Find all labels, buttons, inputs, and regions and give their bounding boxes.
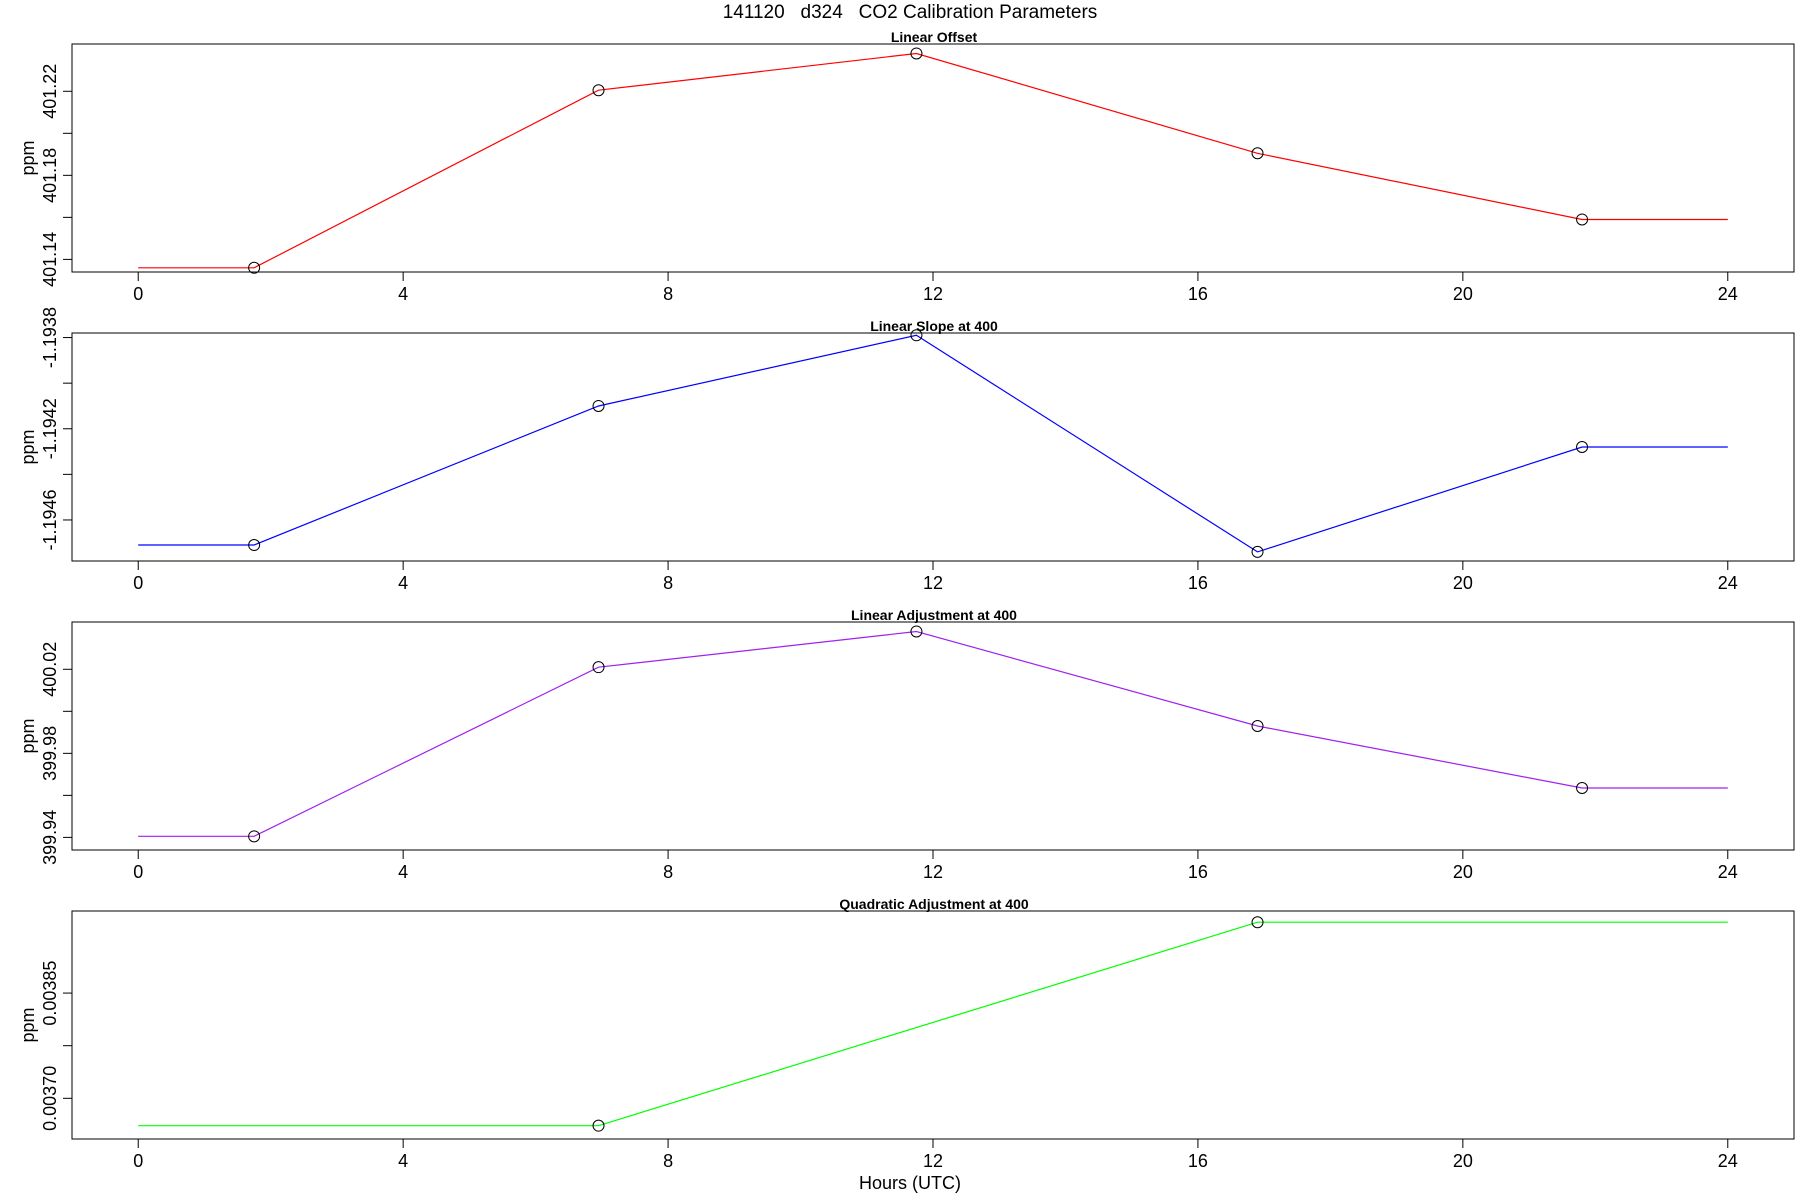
y-tick-label: -1.1938 [40, 307, 60, 368]
panel-title: Linear Slope at 400 [870, 318, 998, 334]
figure-title: 141120 d324 CO2 Calibration Parameters [723, 2, 1098, 23]
x-tick-label: 16 [1188, 1151, 1208, 1171]
x-tick-label: 0 [133, 862, 143, 882]
chart-panel-1: Linear Offset 0 4 8 12 16 20 24 401.14 401.18 401.… [18, 29, 1795, 304]
data-point [248, 830, 261, 843]
y-tick-label: 400.02 [40, 642, 60, 697]
plot-frame [71, 43, 1795, 273]
x-tick-label: 12 [923, 573, 943, 593]
series-line [138, 334, 1728, 553]
data-point [1576, 441, 1589, 453]
y-axis-label: ppm [18, 429, 38, 464]
x-tick-label: 4 [398, 573, 408, 593]
y-axis-label: ppm [18, 140, 38, 175]
x-tick-label: 8 [663, 1151, 673, 1171]
x-tick-label: 8 [663, 862, 673, 882]
x-tick-label: 8 [663, 284, 673, 304]
panel-title: Quadratic Adjustment at 400 [839, 896, 1029, 912]
x-tick-label: 24 [1718, 1151, 1738, 1171]
y-axis-label: ppm [18, 1007, 38, 1042]
x-tick-label: 24 [1718, 284, 1738, 304]
data-point [248, 261, 261, 274]
chart-panel-3: Linear Adjustment at 400 0 4 8 12 16 20 24 399.9… [18, 607, 1795, 882]
x-tick-label: 24 [1718, 573, 1738, 593]
plot-frame [71, 332, 1795, 562]
y-tick-label: 401.22 [40, 64, 60, 119]
x-tick-label: 20 [1453, 1151, 1473, 1171]
x-tick-label: 4 [398, 862, 408, 882]
y-tick-label: -1.1942 [40, 398, 60, 459]
x-tick-label: 16 [1188, 573, 1208, 593]
panel-title: Linear Adjustment at 400 [851, 607, 1017, 623]
data-point [1576, 213, 1589, 226]
data-point [1251, 545, 1264, 558]
x-tick-label: 8 [663, 573, 673, 593]
panel-title: Linear Offset [891, 29, 978, 45]
chart-panel-2: Linear Slope at 400 0 4 8 12 16 20 24 -1.1946 -1.… [18, 307, 1795, 593]
data-point [592, 399, 605, 412]
x-tick-label: 24 [1718, 862, 1738, 882]
chart-panels: Linear Offset 0 4 8 12 16 20 24 401.14 401.18 401.… [18, 29, 1795, 1171]
y-tick-label: 0.00370 [40, 1066, 60, 1131]
x-tick-label: 20 [1453, 862, 1473, 882]
y-tick-label: 401.18 [40, 148, 60, 203]
x-tick-label: 12 [923, 1151, 943, 1171]
plot-frame [71, 910, 1795, 1140]
x-tick-label: 16 [1188, 284, 1208, 304]
data-point [1576, 782, 1589, 795]
data-point [910, 47, 923, 60]
x-tick-label: 16 [1188, 862, 1208, 882]
data-point [1251, 916, 1264, 929]
plot-frame [71, 621, 1795, 851]
data-point [592, 84, 605, 97]
series-line [138, 630, 1728, 837]
x-tick-label: 4 [398, 284, 408, 304]
x-tick-label: 12 [923, 862, 943, 882]
data-point [910, 625, 923, 638]
x-tick-label: 0 [133, 284, 143, 304]
data-point [910, 329, 923, 342]
data-point [592, 1119, 605, 1132]
x-tick-label: 0 [133, 1151, 143, 1171]
x-axis-label: Hours (UTC) [859, 1173, 961, 1193]
y-axis-label: ppm [18, 718, 38, 753]
series-line [138, 921, 1728, 1127]
data-point [1251, 147, 1264, 160]
chart-panel-4: Quadratic Adjustment at 400 0 4 8 12 16 20 24 0.… [18, 896, 1795, 1171]
y-tick-label: 0.00385 [40, 961, 60, 1026]
x-tick-label: 12 [923, 284, 943, 304]
series-line [138, 52, 1728, 269]
x-tick-label: 20 [1453, 284, 1473, 304]
x-tick-label: 4 [398, 1151, 408, 1171]
x-tick-label: 0 [133, 573, 143, 593]
data-point [248, 539, 261, 552]
y-tick-label: -1.1946 [40, 489, 60, 550]
y-tick-label: 399.98 [40, 726, 60, 781]
data-point [1251, 720, 1264, 733]
y-tick-label: 401.14 [40, 232, 60, 287]
data-point [592, 661, 605, 674]
x-tick-label: 20 [1453, 573, 1473, 593]
y-tick-label: 399.94 [40, 810, 60, 865]
